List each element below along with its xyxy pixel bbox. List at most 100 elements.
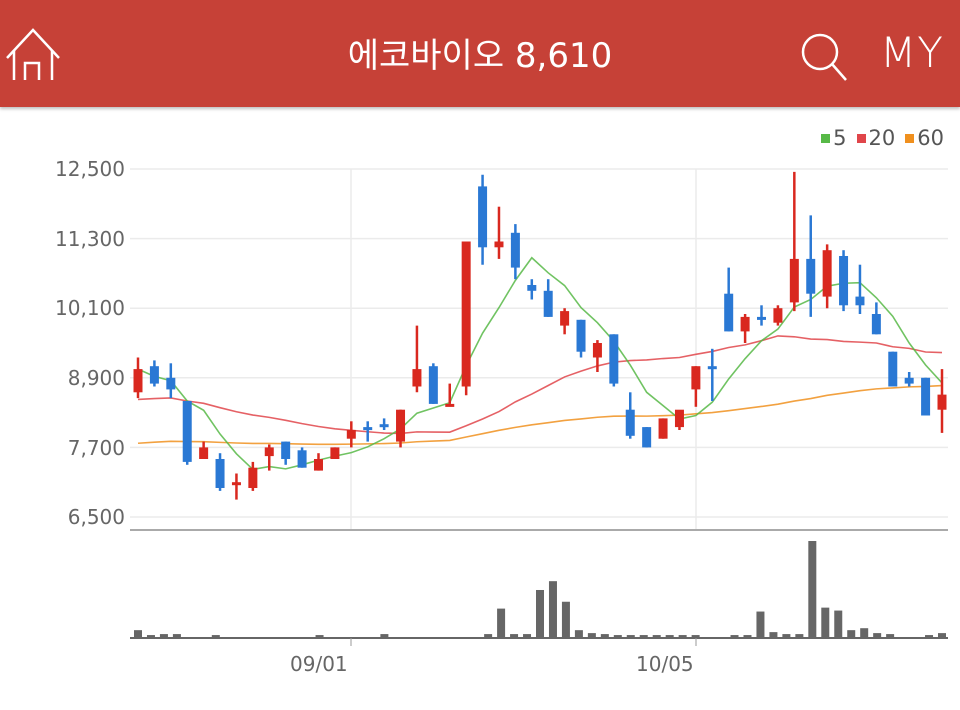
candle-body: [412, 369, 422, 387]
volume-bar: [613, 635, 622, 638]
candle-body: [133, 369, 143, 393]
legend-swatch: [905, 133, 915, 143]
candle-body: [281, 441, 291, 459]
legend-item-ma5: 5: [821, 126, 847, 150]
search-icon: [801, 33, 847, 81]
candle-body: [379, 424, 389, 428]
volume-bar: [873, 633, 882, 638]
app-header: 에코바이오 8,610 MY: [0, 0, 960, 107]
volume-bar: [574, 630, 583, 638]
volume-bar: [587, 633, 596, 638]
candle-body: [313, 459, 323, 471]
my-button[interactable]: MY: [880, 28, 944, 77]
volume-bar: [159, 634, 168, 638]
candle-body: [215, 459, 225, 488]
home-icon: [6, 28, 60, 80]
candle-body: [166, 377, 176, 390]
candle-body: [707, 366, 717, 370]
volume-bar: [548, 581, 557, 638]
candle-body: [855, 296, 865, 306]
candlesticks: [133, 171, 947, 500]
y-tick-label: 11,300: [55, 227, 125, 251]
volume-bar: [886, 634, 895, 638]
volume-bar: [134, 630, 142, 638]
candle-body: [297, 450, 307, 468]
volume-bar: [860, 628, 869, 638]
volume-bar: [730, 635, 739, 638]
candle-body: [691, 366, 701, 390]
volume-bar: [639, 635, 648, 638]
y-tick-label: 8,900: [67, 366, 125, 390]
volume-bar: [938, 633, 946, 638]
volume-bar: [536, 589, 544, 638]
volume-bar: [782, 634, 791, 638]
volume-bar: [847, 630, 856, 638]
candle-body: [363, 427, 373, 431]
volume-bar: [808, 541, 817, 638]
candle-body: [937, 394, 947, 410]
candle-body: [510, 232, 520, 268]
x-tick-label: 09/01: [290, 652, 348, 676]
candle-body: [724, 293, 734, 332]
candle-body: [543, 290, 553, 317]
home-button[interactable]: [4, 28, 62, 84]
page-title: 에코바이오 8,610: [347, 36, 613, 76]
moving-average-lines: [137, 256, 943, 471]
candle-body: [527, 285, 537, 291]
x-tick-label: 10/05: [636, 652, 694, 676]
volume-bar: [652, 635, 661, 638]
volume-bar: [678, 635, 687, 638]
volume-bar: [691, 635, 700, 638]
candle-body: [757, 316, 767, 320]
volume-bar: [484, 634, 493, 638]
y-tick-label: 6,500: [67, 505, 125, 529]
legend-label: 60: [917, 126, 944, 150]
candle-body: [773, 308, 783, 323]
candle-body: [642, 427, 652, 448]
candle-body: [822, 250, 832, 297]
candle-body: [658, 418, 668, 439]
search-button[interactable]: [800, 32, 850, 82]
volume-bar: [821, 607, 830, 638]
volume-bar: [172, 634, 181, 638]
legend-label: 5: [833, 126, 847, 150]
volume-bar: [756, 611, 765, 638]
candle-body: [264, 447, 274, 457]
volume-bar: [561, 601, 570, 638]
volume-bar: [665, 635, 674, 638]
volume-bar: [600, 634, 609, 638]
candle-body: [330, 447, 340, 459]
candle-body: [494, 241, 504, 248]
candle-body: [839, 256, 849, 306]
legend-item-ma20: 20: [856, 126, 896, 150]
candle-body: [904, 377, 914, 384]
legend-swatch: [821, 133, 831, 143]
volume-bar: [925, 635, 934, 638]
candle-body: [806, 258, 816, 294]
volume-bar: [769, 632, 778, 638]
legend-swatch: [856, 133, 866, 143]
candle-body: [478, 186, 488, 248]
candle-body: [182, 401, 192, 462]
candle-body: [346, 430, 356, 439]
candle-body: [199, 447, 209, 459]
candle-body: [888, 351, 898, 387]
volume-bar: [315, 635, 324, 638]
candle-body: [921, 377, 931, 416]
candle-body: [576, 319, 586, 352]
candle-body: [248, 467, 258, 488]
volume-bar: [380, 634, 389, 638]
legend-label: 20: [868, 126, 896, 150]
volume-bar: [834, 610, 843, 638]
volume-bar: [626, 635, 635, 638]
candle-body: [789, 258, 799, 303]
volume-bar: [510, 634, 519, 638]
candle-body: [396, 409, 406, 442]
candle-body: [609, 334, 619, 384]
candle-body: [461, 241, 471, 387]
volume-bars: [134, 541, 946, 638]
candle-body: [149, 366, 159, 384]
volume-bar: [497, 608, 506, 638]
volume-bar: [146, 635, 155, 638]
